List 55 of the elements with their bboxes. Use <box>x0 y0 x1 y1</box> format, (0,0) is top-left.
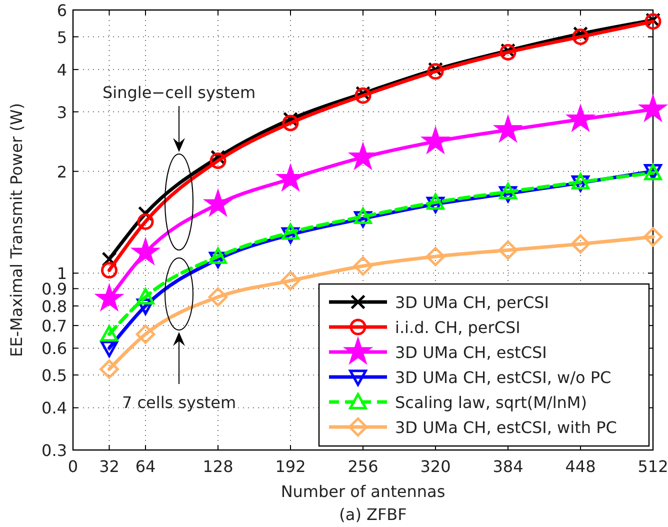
point <box>426 193 444 210</box>
point <box>353 256 373 276</box>
point <box>570 234 590 254</box>
legend-label: 3D UMa CH, perCSI <box>395 293 549 312</box>
point <box>137 213 154 230</box>
y-tick-label: 0.7 <box>42 316 67 336</box>
legend-label: i.i.d. CH, perCSI <box>395 318 520 337</box>
y-tick-label: 5 <box>56 28 67 47</box>
point <box>643 227 663 247</box>
y-tick-label: 0.6 <box>42 339 67 358</box>
point <box>136 288 154 304</box>
x-axis-title: Number of antennas <box>280 482 446 501</box>
point <box>100 325 118 342</box>
point <box>426 246 446 266</box>
text: (a) ZFBF <box>339 505 407 524</box>
point <box>209 248 227 264</box>
point <box>354 208 372 224</box>
x-tick-label: 512 <box>638 457 668 476</box>
y-tick-label: 6 <box>56 1 67 20</box>
x-tick-label: 256 <box>348 457 378 476</box>
point <box>100 360 119 379</box>
x-tick-label: 0 <box>68 457 78 476</box>
annotation: 7 cells system <box>122 393 236 412</box>
y-tick-label: 4 <box>56 60 67 80</box>
point <box>354 87 372 104</box>
point <box>101 262 118 278</box>
x-tick-label: 64 <box>135 457 156 476</box>
point <box>208 287 228 307</box>
y-tick-label: 0.3 <box>42 441 67 460</box>
point <box>282 114 299 132</box>
point <box>499 182 517 200</box>
y-tick-label: 0.8 <box>42 296 67 316</box>
y-tick-label: 0.4 <box>42 398 67 418</box>
y-tick-label: 2 <box>56 162 67 182</box>
legend-label: 3D UMa CH, estCSI, w/o PC <box>395 368 612 387</box>
legend-label: Scaling law, sqrt(M/lnM) <box>395 393 587 412</box>
x-tick-label: 448 <box>565 457 596 476</box>
x-tick-label: 320 <box>420 457 451 476</box>
point <box>210 152 226 169</box>
x-tick-label: 128 <box>202 457 234 476</box>
y-axis-title: EE-Maximal Transmit Power (W) <box>7 103 26 357</box>
point <box>280 271 300 290</box>
point <box>498 240 518 260</box>
x-tick-label: 32 <box>99 457 120 476</box>
y-tick-label: 0.5 <box>42 366 67 385</box>
x-tick-label: 384 <box>492 457 524 476</box>
legend-label: 3D UMa CH, estCSI <box>395 343 547 362</box>
annotation: Single−cell system <box>102 83 256 102</box>
point <box>136 324 156 344</box>
point <box>100 340 118 358</box>
legend-label: 3D UMa CH, estCSI, with PC <box>395 418 617 437</box>
point <box>572 28 589 46</box>
x-tick-label: 192 <box>275 457 306 476</box>
y-tick-label: 3 <box>56 102 67 122</box>
point <box>282 223 300 240</box>
